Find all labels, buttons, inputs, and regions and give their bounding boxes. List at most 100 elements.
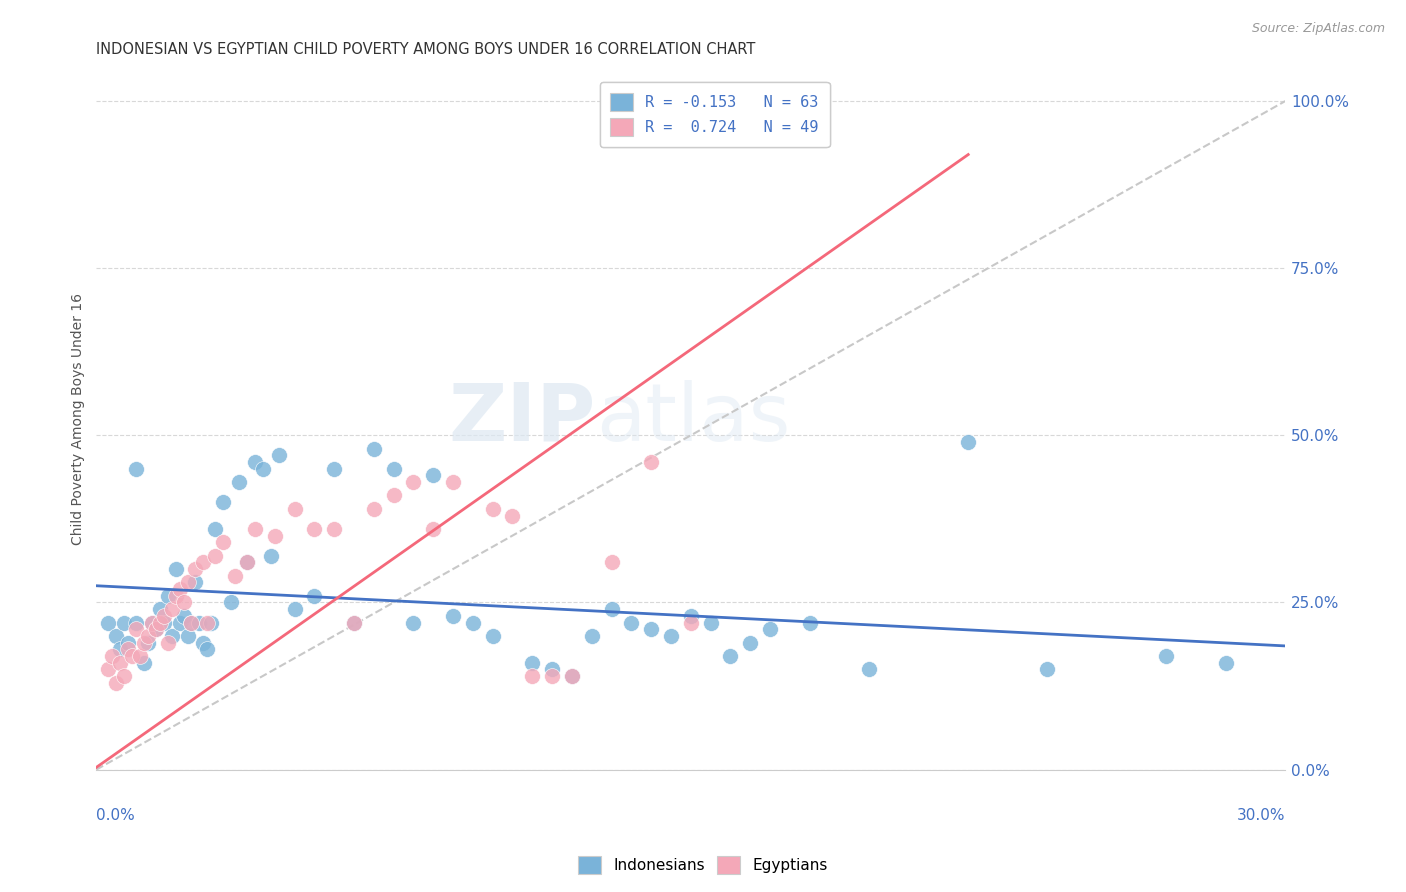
Point [252, 462, 274, 476]
Point [212, 535, 235, 549]
Point [620, 615, 643, 630]
Point [152, 615, 174, 630]
Point [1156, 648, 1178, 663]
Point [125, 615, 148, 630]
Point [304, 522, 326, 536]
Point [243, 455, 266, 469]
Point [600, 602, 623, 616]
Point [260, 549, 283, 563]
Point [184, 562, 207, 576]
Point [101, 648, 124, 663]
Point [541, 669, 564, 683]
Point [105, 675, 128, 690]
Point [132, 656, 155, 670]
Point [156, 589, 179, 603]
Point [125, 622, 148, 636]
Legend: Indonesians, Egyptians: Indonesians, Egyptians [572, 850, 834, 880]
Point [204, 549, 226, 563]
Point [522, 656, 544, 670]
Point [679, 615, 702, 630]
Point [402, 475, 425, 490]
Point [343, 615, 366, 630]
Point [105, 629, 128, 643]
Text: INDONESIAN VS EGYPTIAN CHILD POVERTY AMONG BOYS UNDER 16 CORRELATION CHART: INDONESIAN VS EGYPTIAN CHILD POVERTY AMO… [97, 42, 756, 57]
Point [422, 522, 444, 536]
Point [125, 462, 148, 476]
Point [129, 648, 152, 663]
Point [441, 608, 464, 623]
Point [121, 648, 143, 663]
Point [180, 615, 202, 630]
Point [193, 555, 215, 569]
Point [173, 608, 195, 623]
Point [184, 575, 207, 590]
Point [699, 615, 721, 630]
Point [141, 615, 163, 630]
Point [461, 615, 484, 630]
Point [640, 455, 662, 469]
Point [740, 635, 762, 649]
Point [858, 662, 880, 676]
Point [152, 608, 174, 623]
Point [176, 575, 198, 590]
Point [283, 602, 305, 616]
Point [382, 462, 405, 476]
Point [169, 615, 191, 630]
Point [97, 662, 120, 676]
Point [243, 522, 266, 536]
Point [659, 629, 682, 643]
Point [343, 615, 366, 630]
Point [640, 622, 662, 636]
Point [145, 622, 167, 636]
Point [363, 442, 385, 456]
Point [117, 635, 139, 649]
Point [193, 635, 215, 649]
Point [720, 648, 742, 663]
Point [132, 635, 155, 649]
Point [195, 642, 218, 657]
Point [481, 629, 503, 643]
Point [204, 522, 226, 536]
Point [200, 615, 222, 630]
Point [169, 582, 191, 596]
Point [219, 595, 242, 609]
Point [600, 555, 623, 569]
Point [145, 622, 167, 636]
Point [165, 562, 187, 576]
Point [283, 501, 305, 516]
Point [156, 635, 179, 649]
Point [173, 595, 195, 609]
Point [112, 669, 135, 683]
Point [149, 602, 172, 616]
Point [1215, 656, 1237, 670]
Point [236, 555, 259, 569]
Point [267, 449, 290, 463]
Text: 30.0%: 30.0% [1237, 808, 1285, 823]
Point [522, 669, 544, 683]
Legend: R = -0.153   N = 63, R =  0.724   N = 49: R = -0.153 N = 63, R = 0.724 N = 49 [599, 82, 830, 146]
Point [561, 669, 583, 683]
Point [363, 501, 385, 516]
Y-axis label: Child Poverty Among Boys Under 16: Child Poverty Among Boys Under 16 [72, 293, 86, 545]
Point [160, 602, 183, 616]
Point [402, 615, 425, 630]
Point [165, 589, 187, 603]
Point [501, 508, 523, 523]
Point [236, 555, 259, 569]
Point [160, 629, 183, 643]
Point [108, 642, 131, 657]
Point [382, 488, 405, 502]
Point [228, 475, 250, 490]
Point [97, 615, 120, 630]
Text: 0.0%: 0.0% [97, 808, 135, 823]
Point [136, 629, 159, 643]
Point [323, 462, 346, 476]
Point [212, 495, 235, 509]
Point [176, 629, 198, 643]
Point [441, 475, 464, 490]
Point [117, 642, 139, 657]
Point [263, 528, 285, 542]
Point [422, 468, 444, 483]
Point [136, 635, 159, 649]
Point [224, 568, 246, 582]
